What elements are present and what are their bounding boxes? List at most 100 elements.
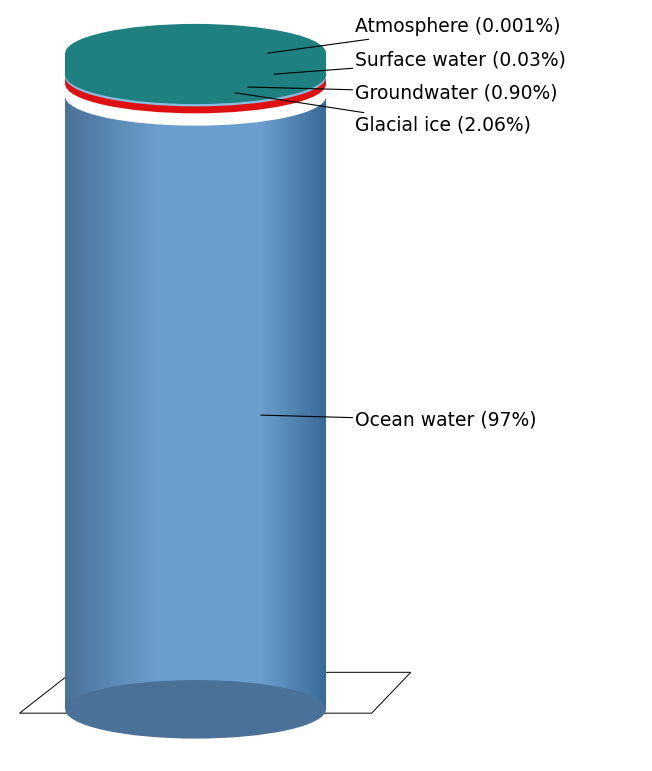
Bar xyxy=(306,96,308,709)
Bar xyxy=(100,96,102,709)
Bar xyxy=(211,96,213,709)
Bar xyxy=(291,96,293,709)
Bar xyxy=(170,96,171,709)
Bar xyxy=(165,96,168,709)
Bar xyxy=(137,96,139,709)
Bar xyxy=(183,96,185,709)
Bar xyxy=(143,96,145,709)
Bar xyxy=(209,96,211,709)
Bar xyxy=(122,96,124,709)
Bar xyxy=(106,96,109,709)
Ellipse shape xyxy=(65,55,326,113)
Bar xyxy=(241,96,243,709)
Ellipse shape xyxy=(65,48,326,106)
Bar xyxy=(191,96,194,709)
Bar xyxy=(237,96,239,709)
Bar xyxy=(158,96,161,709)
Bar xyxy=(163,96,165,709)
Bar xyxy=(171,96,174,709)
Bar xyxy=(181,96,183,709)
Bar xyxy=(321,96,324,709)
Bar xyxy=(78,96,80,709)
Bar xyxy=(128,96,130,709)
Bar xyxy=(148,96,150,709)
Bar xyxy=(220,96,222,709)
Bar xyxy=(178,96,181,709)
Bar xyxy=(161,96,163,709)
Bar xyxy=(98,96,100,709)
Text: Glacial ice (2.06%): Glacial ice (2.06%) xyxy=(235,93,531,134)
Bar xyxy=(130,96,132,709)
Text: Surface water (0.03%): Surface water (0.03%) xyxy=(274,51,566,74)
Bar xyxy=(111,96,113,709)
Bar xyxy=(91,96,93,709)
Bar xyxy=(243,96,246,709)
Bar xyxy=(93,96,96,709)
Bar xyxy=(87,96,89,709)
Bar xyxy=(233,96,235,709)
Bar xyxy=(117,96,119,709)
Bar xyxy=(319,96,321,709)
Polygon shape xyxy=(20,672,411,713)
Bar xyxy=(248,96,250,709)
Bar xyxy=(141,96,143,709)
Bar xyxy=(315,96,318,709)
Bar xyxy=(124,96,126,709)
Bar xyxy=(80,96,83,709)
Bar xyxy=(304,96,306,709)
Bar xyxy=(194,96,196,709)
Bar xyxy=(265,96,267,709)
Ellipse shape xyxy=(65,48,326,106)
Bar xyxy=(313,96,315,709)
Bar xyxy=(228,96,230,709)
Bar xyxy=(200,96,202,709)
Ellipse shape xyxy=(65,67,326,126)
Bar xyxy=(261,96,263,709)
Bar xyxy=(295,96,298,709)
Ellipse shape xyxy=(65,45,326,104)
Bar xyxy=(119,96,122,709)
Bar xyxy=(224,96,226,709)
Bar xyxy=(176,96,178,709)
Bar xyxy=(280,96,282,709)
Bar xyxy=(65,96,67,709)
Bar xyxy=(267,96,269,709)
Bar xyxy=(215,96,217,709)
Bar xyxy=(300,96,302,709)
Bar xyxy=(207,96,209,709)
Bar xyxy=(282,96,285,709)
Bar xyxy=(293,96,295,709)
Bar xyxy=(263,96,265,709)
Bar xyxy=(109,96,111,709)
Bar xyxy=(74,96,76,709)
Bar xyxy=(246,96,248,709)
Bar xyxy=(256,96,259,709)
Ellipse shape xyxy=(65,45,326,104)
Bar xyxy=(135,96,137,709)
Bar xyxy=(83,96,85,709)
Ellipse shape xyxy=(65,67,326,126)
Bar xyxy=(298,96,300,709)
Bar xyxy=(318,96,319,709)
Bar xyxy=(217,96,220,709)
Bar xyxy=(96,96,98,709)
Bar xyxy=(272,96,274,709)
Bar xyxy=(150,96,152,709)
Bar xyxy=(274,96,276,709)
Bar xyxy=(126,96,128,709)
Bar xyxy=(65,53,326,75)
Bar xyxy=(139,96,141,709)
Bar xyxy=(250,96,252,709)
Bar xyxy=(72,96,74,709)
Bar xyxy=(65,77,326,84)
Bar xyxy=(67,96,70,709)
Text: Groundwater (0.90%): Groundwater (0.90%) xyxy=(248,83,558,102)
Bar xyxy=(104,96,106,709)
Ellipse shape xyxy=(65,680,326,739)
Ellipse shape xyxy=(65,24,326,82)
Bar xyxy=(287,96,289,709)
Bar xyxy=(213,96,215,709)
Bar xyxy=(185,96,187,709)
Bar xyxy=(132,96,135,709)
Bar xyxy=(156,96,158,709)
